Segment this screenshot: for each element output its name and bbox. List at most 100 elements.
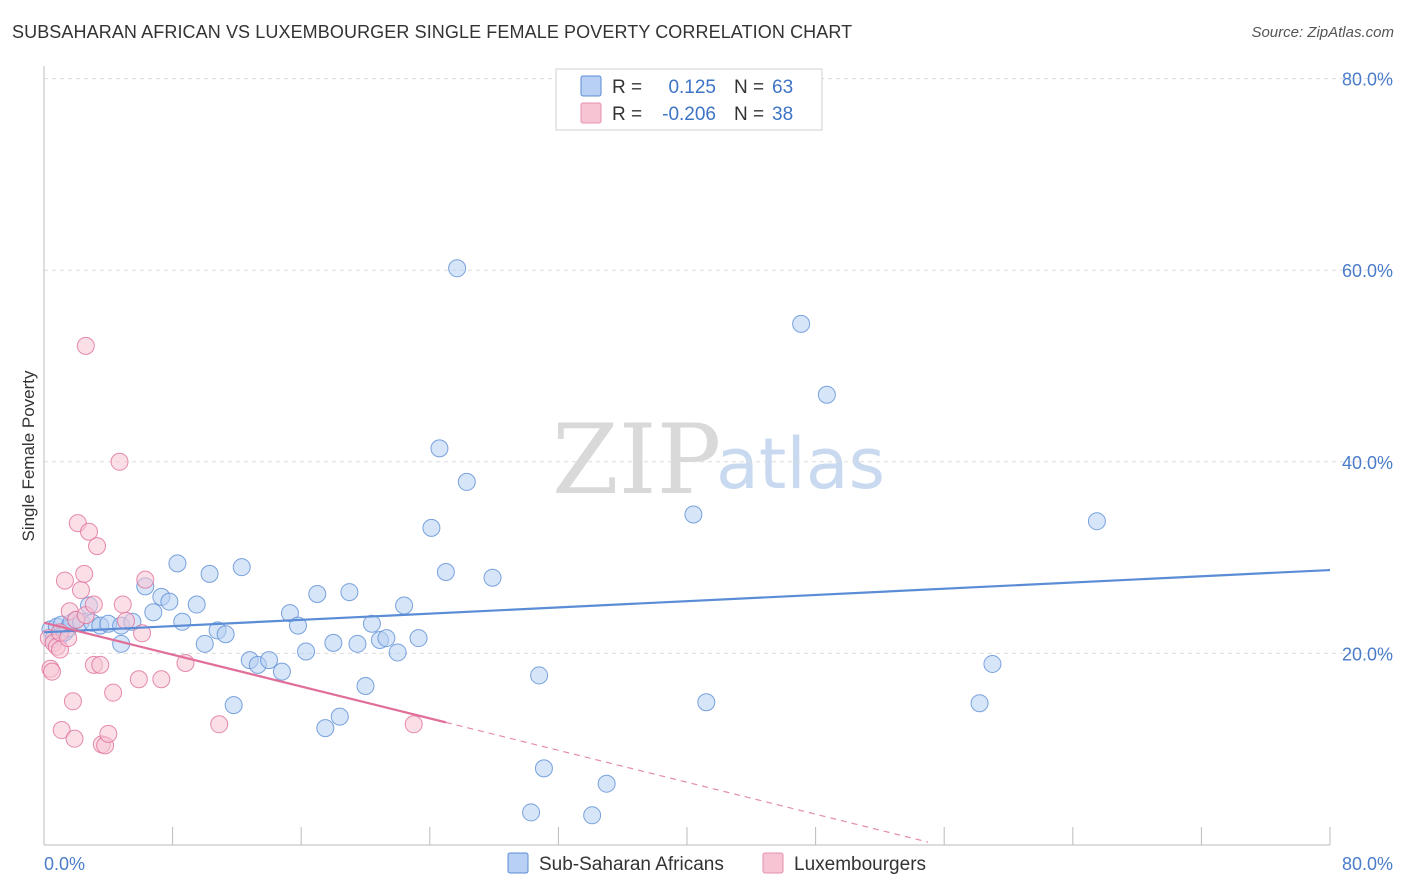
data-point-subsaharan-53	[448, 259, 467, 278]
trend-lines	[43, 568, 1331, 843]
data-point-luxembourger-7	[52, 721, 71, 740]
data-point-subsaharan-60	[597, 774, 616, 793]
legend-r-label-luxembourger: R =	[612, 104, 642, 125]
data-point-subsaharan-24	[195, 634, 214, 653]
data-point-luxembourger-31	[129, 670, 148, 689]
data-point-subsaharan-43	[356, 676, 375, 695]
data-points	[39, 259, 1106, 825]
data-point-luxembourger-34	[152, 670, 171, 689]
legend-n-label-luxembourger: N =	[734, 104, 764, 125]
trend-line-extension-luxembourger	[445, 721, 929, 843]
trend-line-subsaharan	[43, 568, 1331, 634]
data-point-subsaharan-67	[1087, 512, 1106, 531]
data-point-subsaharan-20	[160, 592, 179, 611]
series-legend: Sub-Saharan Africans Luxembourgers	[507, 852, 926, 875]
data-point-subsaharan-40	[330, 707, 349, 726]
data-point-subsaharan-27	[216, 625, 235, 644]
data-point-subsaharan-54	[457, 472, 476, 491]
source-credit: Source: ZipAtlas.com	[1251, 24, 1394, 41]
data-point-subsaharan-36	[297, 642, 316, 661]
watermark-zip: ZIP	[552, 404, 721, 516]
watermark-atlas: atlas	[716, 423, 885, 505]
y-axis-label: Single Female Poverty	[19, 370, 38, 542]
data-point-subsaharan-63	[792, 314, 811, 333]
legend-r-value-subsaharan: 0.125	[668, 77, 716, 98]
legend-n-value-subsaharan: 63	[772, 77, 793, 98]
data-point-subsaharan-50	[422, 518, 441, 537]
data-point-subsaharan-38	[316, 719, 335, 738]
data-point-subsaharan-61	[684, 505, 703, 524]
data-point-subsaharan-55	[483, 568, 502, 587]
data-point-subsaharan-25	[200, 564, 219, 583]
x-tick-label-min: 0.0%	[44, 854, 85, 874]
series-legend-swatch-subsaharan	[507, 852, 529, 874]
data-point-luxembourger-22	[88, 537, 107, 556]
data-point-subsaharan-42	[348, 634, 367, 653]
data-point-subsaharan-28	[224, 696, 243, 715]
data-point-luxembourger-29	[113, 595, 132, 614]
data-point-luxembourger-2	[43, 662, 62, 681]
data-point-luxembourger-18	[76, 336, 95, 355]
legend-swatch-luxembourger	[580, 102, 602, 124]
data-point-luxembourger-28	[110, 452, 129, 471]
data-point-luxembourger-33	[136, 570, 155, 589]
y-tick-label-20: 20.0%	[1342, 644, 1393, 664]
data-point-subsaharan-41	[340, 583, 359, 602]
data-point-subsaharan-47	[388, 643, 407, 662]
data-point-subsaharan-52	[436, 562, 455, 581]
data-point-subsaharan-21	[168, 554, 187, 573]
data-point-subsaharan-66	[983, 654, 1002, 673]
data-point-luxembourger-15	[71, 581, 90, 600]
data-point-luxembourger-23	[91, 655, 110, 674]
correlation-legend: R = 0.125 N = 63 R = -0.206 N = 38	[555, 68, 823, 131]
legend-n-label-subsaharan: N =	[734, 77, 764, 98]
data-point-subsaharan-18	[144, 603, 163, 622]
data-point-subsaharan-37	[308, 585, 327, 604]
data-point-subsaharan-29	[232, 558, 251, 577]
series-legend-swatch-luxembourger	[762, 852, 784, 874]
data-point-subsaharan-33	[272, 662, 291, 681]
trend-line-luxembourger	[43, 621, 447, 724]
legend-n-value-luxembourger: 38	[772, 104, 793, 125]
series-points-luxembourger	[39, 336, 423, 755]
data-point-subsaharan-57	[530, 666, 549, 685]
data-point-subsaharan-32	[260, 651, 279, 670]
data-point-subsaharan-59	[583, 806, 602, 825]
data-point-luxembourger-12	[65, 729, 84, 748]
legend-r-value-luxembourger: -0.206	[662, 104, 716, 125]
x-tick-label-max: 80.0%	[1342, 854, 1393, 874]
data-point-subsaharan-49	[409, 629, 428, 648]
series-legend-label-luxembourger: Luxembourgers	[794, 854, 926, 875]
data-point-subsaharan-46	[377, 629, 396, 648]
y-tick-label-80: 80.0%	[1342, 70, 1393, 90]
data-point-subsaharan-22	[173, 612, 192, 631]
data-point-subsaharan-35	[288, 616, 307, 635]
data-point-subsaharan-44	[362, 614, 381, 633]
y-tick-labels: 20.0% 40.0% 60.0% 80.0%	[1342, 70, 1393, 665]
data-point-subsaharan-58	[534, 759, 553, 778]
series-legend-label-subsaharan: Sub-Saharan Africans	[539, 854, 724, 875]
data-point-subsaharan-62	[697, 693, 716, 712]
data-point-subsaharan-65	[970, 694, 989, 713]
data-point-subsaharan-48	[395, 596, 414, 615]
data-point-subsaharan-64	[817, 385, 836, 404]
data-point-subsaharan-23	[187, 595, 206, 614]
data-point-subsaharan-56	[522, 803, 541, 822]
data-point-luxembourger-19	[80, 522, 99, 541]
data-point-luxembourger-26	[99, 724, 118, 743]
legend-r-label-subsaharan: R =	[612, 77, 642, 98]
watermark: ZIP atlas	[552, 404, 885, 516]
legend-swatch-subsaharan	[580, 75, 602, 97]
data-point-luxembourger-36	[210, 715, 229, 734]
axes	[43, 66, 1331, 846]
chart-title: SUBSAHARAN AFRICAN VS LUXEMBOURGER SINGL…	[12, 22, 853, 42]
data-point-luxembourger-37	[404, 715, 423, 734]
series-points-subsaharan	[41, 259, 1106, 825]
data-point-luxembourger-30	[116, 611, 135, 630]
data-point-luxembourger-32	[133, 624, 152, 643]
data-point-luxembourger-20	[84, 595, 103, 614]
data-point-luxembourger-27	[104, 683, 123, 702]
data-point-luxembourger-8	[55, 571, 74, 590]
data-point-luxembourger-11	[63, 692, 82, 711]
